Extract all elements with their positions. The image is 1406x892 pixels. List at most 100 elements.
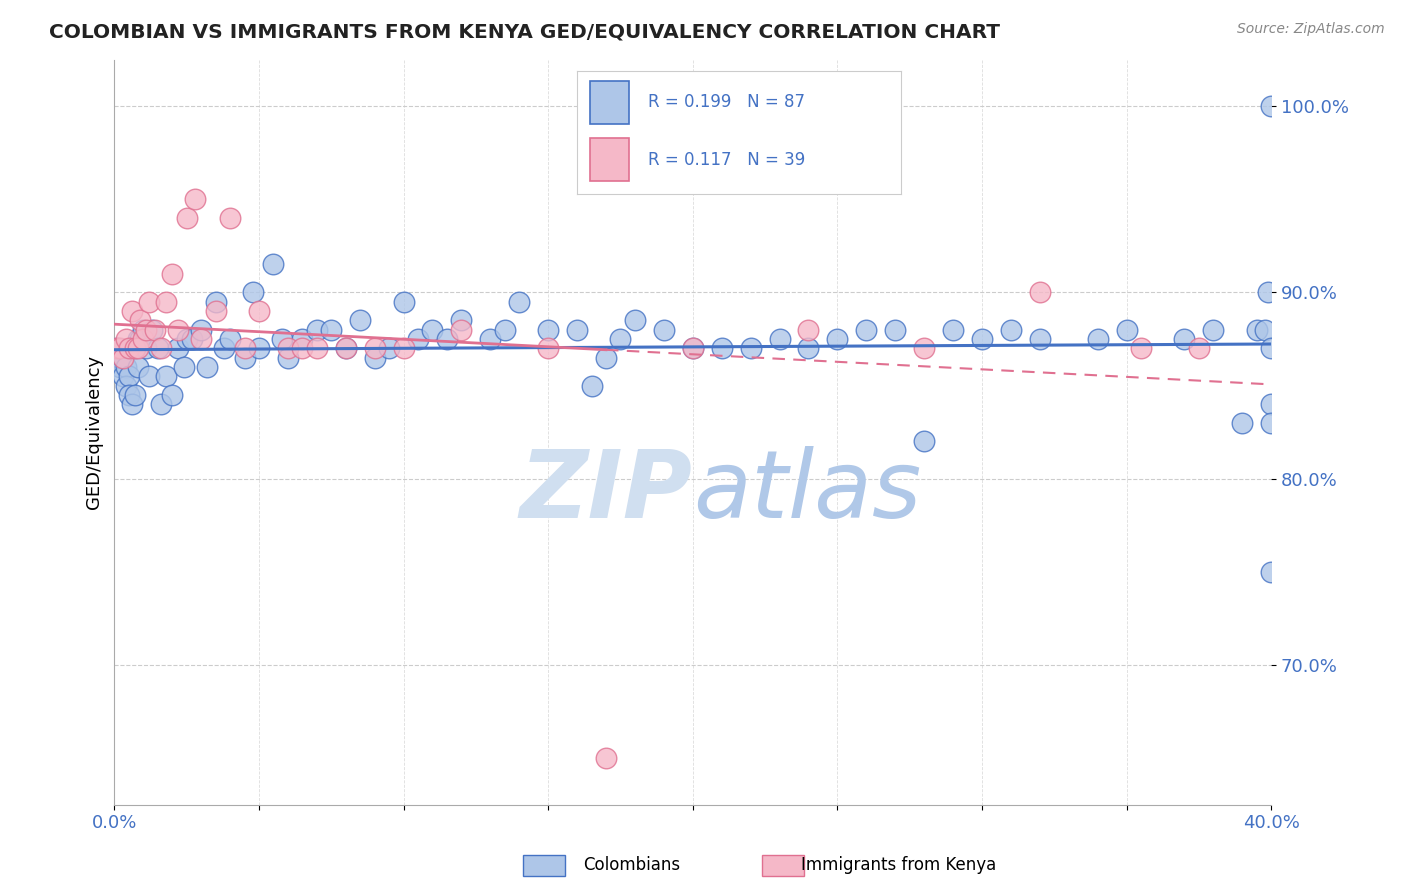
- Point: [1260, 397, 1282, 411]
- Point: [363, 351, 385, 365]
- Point: [129, 313, 152, 327]
- Point: [219, 211, 242, 225]
- Point: [112, 351, 135, 365]
- Point: [942, 323, 965, 337]
- Point: [537, 341, 560, 355]
- Point: [167, 341, 190, 355]
- Point: [378, 341, 401, 355]
- Point: [682, 341, 704, 355]
- Point: [108, 341, 131, 355]
- Point: [335, 341, 357, 355]
- Point: [1260, 341, 1282, 355]
- Point: [321, 323, 343, 337]
- Point: [1000, 323, 1022, 337]
- Point: [1029, 332, 1052, 346]
- Point: [565, 323, 588, 337]
- Point: [912, 341, 935, 355]
- Point: [827, 332, 849, 346]
- Point: [1188, 341, 1211, 355]
- Point: [1260, 565, 1282, 579]
- Point: [138, 369, 160, 384]
- Point: [190, 323, 212, 337]
- Point: [1130, 341, 1153, 355]
- Point: [1029, 285, 1052, 300]
- Point: [291, 332, 314, 346]
- Point: [112, 369, 135, 384]
- Point: [121, 397, 143, 411]
- Point: [768, 332, 790, 346]
- Point: [115, 359, 138, 374]
- Point: [335, 341, 357, 355]
- Point: [450, 323, 472, 337]
- Point: [652, 323, 675, 337]
- Point: [242, 285, 264, 300]
- Point: [127, 359, 149, 374]
- Point: [105, 341, 128, 355]
- Point: [108, 351, 131, 365]
- Point: [624, 313, 647, 327]
- Point: [422, 323, 444, 337]
- Point: [349, 313, 371, 327]
- Point: [1087, 332, 1109, 346]
- Point: [609, 332, 631, 346]
- Point: [1230, 416, 1253, 430]
- Point: [682, 341, 704, 355]
- Point: [970, 332, 993, 346]
- Point: [363, 341, 385, 355]
- Point: [1246, 323, 1268, 337]
- Point: [141, 323, 163, 337]
- Point: [204, 294, 226, 309]
- Point: [479, 332, 502, 346]
- Point: [108, 359, 131, 374]
- Point: [291, 341, 314, 355]
- Point: [132, 332, 155, 346]
- Point: [797, 341, 820, 355]
- Point: [181, 332, 204, 346]
- Point: [277, 341, 299, 355]
- Point: [436, 332, 458, 346]
- Point: [173, 359, 195, 374]
- Point: [132, 323, 155, 337]
- Point: [912, 434, 935, 449]
- Point: [392, 294, 415, 309]
- Point: [595, 751, 617, 765]
- Point: [118, 388, 141, 402]
- Point: [1202, 323, 1225, 337]
- Point: [146, 341, 169, 355]
- Text: Source: ZipAtlas.com: Source: ZipAtlas.com: [1237, 22, 1385, 37]
- Point: [1173, 332, 1195, 346]
- Point: [1115, 323, 1137, 337]
- Text: ZIP: ZIP: [520, 446, 693, 538]
- Point: [149, 397, 172, 411]
- Point: [127, 332, 149, 346]
- Point: [138, 294, 160, 309]
- Point: [581, 378, 603, 392]
- Text: atlas: atlas: [693, 446, 921, 537]
- Point: [129, 332, 152, 346]
- Point: [305, 341, 328, 355]
- Point: [162, 388, 184, 402]
- Point: [143, 323, 166, 337]
- Point: [219, 332, 242, 346]
- Point: [450, 313, 472, 327]
- Point: [118, 341, 141, 355]
- Text: Immigrants from Kenya: Immigrants from Kenya: [801, 856, 997, 874]
- Point: [155, 294, 177, 309]
- Point: [537, 323, 560, 337]
- Point: [305, 323, 328, 337]
- Y-axis label: GED/Equivalency: GED/Equivalency: [86, 355, 103, 509]
- Point: [195, 359, 218, 374]
- Point: [277, 351, 299, 365]
- Point: [124, 388, 146, 402]
- Point: [115, 378, 138, 392]
- Point: [184, 192, 207, 206]
- Point: [740, 341, 762, 355]
- Point: [1257, 285, 1279, 300]
- Point: [121, 341, 143, 355]
- Point: [508, 294, 530, 309]
- Point: [271, 332, 294, 346]
- Point: [127, 341, 149, 355]
- Point: [135, 323, 157, 337]
- Text: COLOMBIAN VS IMMIGRANTS FROM KENYA GED/EQUIVALENCY CORRELATION CHART: COLOMBIAN VS IMMIGRANTS FROM KENYA GED/E…: [49, 22, 1000, 41]
- Point: [247, 304, 270, 318]
